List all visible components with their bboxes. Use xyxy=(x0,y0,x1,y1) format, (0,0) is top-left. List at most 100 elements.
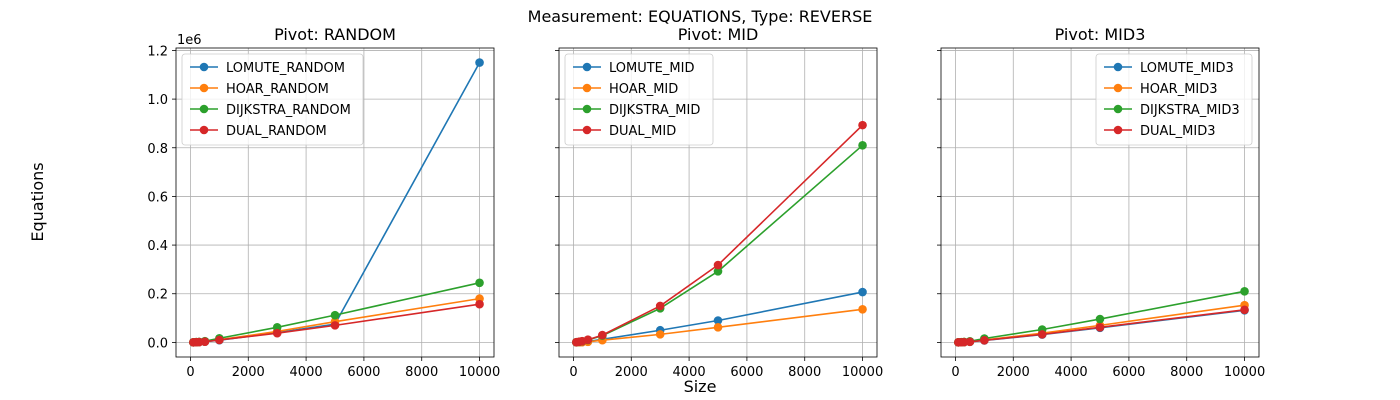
legend-label: LOMUTE_RANDOM xyxy=(226,61,345,76)
legend-marker xyxy=(582,125,592,135)
x-tick-label: 0 xyxy=(951,365,959,380)
data-point xyxy=(965,337,975,347)
data-point xyxy=(1095,314,1105,324)
data-point xyxy=(713,316,723,325)
legend-marker xyxy=(582,104,592,114)
legend-marker xyxy=(1113,125,1123,135)
data-point xyxy=(272,328,282,338)
legend: LOMUTE_MID3 HOAR_MID3 DIJKSTRA_MID3 DUAL_MI… xyxy=(1095,53,1253,146)
y-tick-label: 0.0 xyxy=(147,336,168,351)
data-point xyxy=(330,310,340,320)
x-tick-label: 8000 xyxy=(1170,365,1203,380)
legend-box xyxy=(181,53,364,146)
data-point xyxy=(655,301,665,311)
x-tick-label: 2000 xyxy=(232,365,265,380)
axes-frame xyxy=(940,47,1260,358)
legend-marker xyxy=(582,62,592,72)
y-tick-label: 0.8 xyxy=(147,142,168,157)
data-point xyxy=(713,267,723,276)
x-tick-label: 6000 xyxy=(1112,365,1145,380)
subplot-title: Pivot: MID xyxy=(678,25,759,44)
data-point xyxy=(215,335,224,345)
figure-suptitle: Measurement: EQUATIONS, Type: REVERSE xyxy=(528,7,873,26)
subplot-1: 0 2000 4000 6000 8000 10000 0.0 0.2 0.4 0.6 0.8 1.0… xyxy=(147,25,500,380)
subplot-title: Pivot: RANDOM xyxy=(274,25,396,44)
legend-marker xyxy=(199,104,209,114)
legend-label: DIJKSTRA_RANDOM xyxy=(226,103,351,118)
data-point xyxy=(655,330,665,339)
x-tick-label: 4000 xyxy=(673,365,706,380)
x-tick-label: 8000 xyxy=(788,365,821,380)
legend-marker xyxy=(1113,104,1123,114)
figure-y-axis-label: Equations xyxy=(28,162,47,241)
y-tick-label: 0.2 xyxy=(147,288,168,303)
legend-marker xyxy=(199,62,209,72)
y-tick-label: 0.6 xyxy=(147,190,168,205)
x-tick-label: 8000 xyxy=(405,365,438,380)
data-point xyxy=(858,120,867,130)
data-point xyxy=(200,337,210,346)
legend-marker xyxy=(582,83,592,93)
legend-label: HOAR_MID3 xyxy=(1140,82,1218,97)
legend-marker xyxy=(1113,62,1123,72)
x-tick-label: 10000 xyxy=(1224,365,1265,380)
data-point xyxy=(1240,305,1249,315)
data-point xyxy=(1095,323,1105,332)
y-tick-label: 0.4 xyxy=(147,239,168,254)
legend-label: LOMUTE_MID3 xyxy=(1140,61,1234,76)
x-tick-label: 2000 xyxy=(997,365,1030,380)
axes-frame xyxy=(558,47,878,358)
subplot-title: Pivot: MID3 xyxy=(1055,25,1146,44)
x-tick-label: 0 xyxy=(569,365,577,380)
x-tick-label: 6000 xyxy=(730,365,763,380)
y-tick-label: 1.0 xyxy=(147,93,168,108)
subplots: 0 2000 4000 6000 8000 10000 0.0 0.2 0.4 0.6 0.8 1.0… xyxy=(147,25,1265,380)
legend-label: HOAR_MID xyxy=(609,82,678,97)
x-tick-label: 2000 xyxy=(615,365,648,380)
data-point xyxy=(598,330,607,340)
legend: LOMUTE_RANDOM HOAR_RANDOM DIJKSTRA_RANDOM D… xyxy=(181,53,364,146)
data-point xyxy=(1240,287,1249,296)
series-group xyxy=(189,58,484,347)
subplot-2: 0 2000 4000 6000 8000 10000 Pivot: MID LOMUTE_M… xyxy=(555,25,883,380)
data-point xyxy=(583,335,593,345)
legend-label: DIJKSTRA_MID3 xyxy=(1140,103,1240,118)
axes-frame xyxy=(175,47,495,358)
data-point xyxy=(1037,330,1047,339)
x-tick-label: 10000 xyxy=(842,365,883,380)
data-point xyxy=(713,260,723,270)
subplot-3: 0 2000 4000 6000 8000 10000 Pivot: MID3 LOMUTE_… xyxy=(937,25,1265,380)
data-point xyxy=(330,321,340,330)
data-point xyxy=(475,299,484,309)
figure-x-axis-label: Size xyxy=(684,377,717,396)
legend-box xyxy=(564,53,714,146)
legend-label: DIJKSTRA_MID xyxy=(609,103,700,118)
legend-label: DUAL_RANDOM xyxy=(226,124,327,139)
y-offset-text: 1e6 xyxy=(177,33,202,48)
y-tick-label: 1.2 xyxy=(147,44,168,59)
data-point xyxy=(858,305,867,314)
data-point xyxy=(858,287,867,297)
x-tick-label: 4000 xyxy=(1055,365,1088,380)
data-point xyxy=(713,323,723,332)
legend-label: DUAL_MID3 xyxy=(1140,124,1216,139)
x-tick-label: 6000 xyxy=(347,365,380,380)
legend-label: DUAL_MID xyxy=(609,124,676,139)
legend-marker xyxy=(199,83,209,93)
legend-marker xyxy=(199,125,209,135)
data-point xyxy=(475,58,484,67)
data-point xyxy=(858,141,867,150)
legend: LOMUTE_MID HOAR_MID DIJKSTRA_MID DUAL_MID xyxy=(564,53,714,146)
series-group xyxy=(572,120,867,347)
data-point xyxy=(980,336,989,345)
x-tick-label: 4000 xyxy=(290,365,323,380)
data-point xyxy=(475,278,484,288)
series-group xyxy=(954,287,1249,347)
legend-marker xyxy=(1113,83,1123,93)
x-tick-label: 10000 xyxy=(459,365,500,380)
legend-label: LOMUTE_MID xyxy=(609,61,694,76)
legend-box xyxy=(1095,53,1253,146)
legend-label: HOAR_RANDOM xyxy=(226,82,329,97)
x-tick-label: 0 xyxy=(186,365,194,380)
